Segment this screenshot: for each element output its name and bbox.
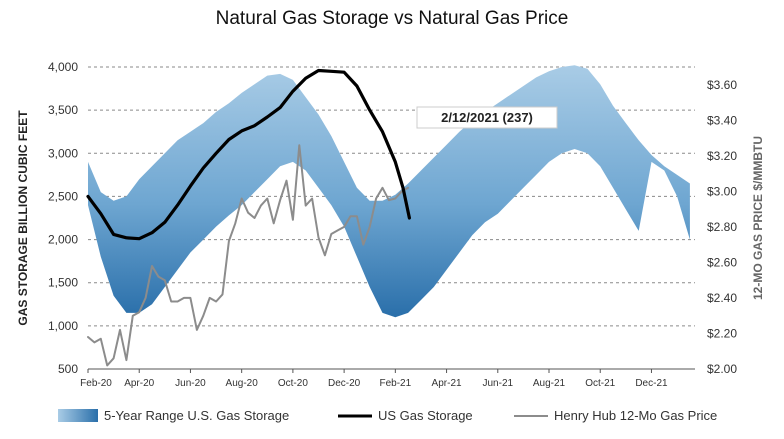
x-tick-label: Oct-20: [278, 378, 308, 389]
legend-label-storage: US Gas Storage: [378, 408, 473, 423]
x-tick-label: Aug-20: [226, 378, 259, 389]
y-tick-label: 1,000: [48, 319, 78, 333]
annotation-text: 2/12/2021 (237): [441, 110, 533, 125]
x-tick-label: Apr-20: [124, 378, 154, 389]
y-tick-label: 500: [58, 362, 78, 376]
y-ticks-left: 4,000 3,500 3,000 2,500 2,000 1,500 1,000 500: [48, 60, 78, 376]
series-range-band: [88, 65, 690, 318]
legend-label-range: 5-Year Range U.S. Gas Storage: [104, 408, 289, 423]
legend-label-price: Henry Hub 12-Mo Gas Price: [554, 408, 717, 423]
series-price-line: [87, 144, 410, 367]
y-tick-label: 2,000: [48, 233, 78, 247]
y-tick-label-right: $2.00: [707, 362, 737, 376]
x-tick-label: Feb-21: [379, 378, 411, 389]
x-tick-label: Aug-21: [533, 378, 566, 389]
y-tick-label-right: $2.80: [707, 220, 737, 234]
legend-swatch-range: [58, 409, 98, 422]
x-ticks: Feb-20 Apr-20 Jun-20 Aug-20 Oct-20 Dec-20 Feb-…: [80, 369, 668, 389]
lines-layer: [86, 68, 411, 367]
legend: 5-Year Range U.S. Gas Storage US Gas Sto…: [58, 408, 717, 423]
y-tick-label: 2,500: [48, 189, 78, 203]
y-tick-label: 1,500: [48, 276, 78, 290]
x-tick-label: Feb-20: [80, 378, 112, 389]
y-tick-label-right: $2.40: [707, 291, 737, 305]
x-tick-label: Dec-20: [328, 378, 361, 389]
y-tick-label-right: $3.60: [707, 78, 737, 92]
chart-title: Natural Gas Storage vs Natural Gas Price: [215, 8, 569, 29]
x-tick-label: Dec-21: [635, 378, 668, 389]
y-tick-label-right: $3.40: [707, 113, 737, 127]
y-tick-label: 3,500: [48, 103, 78, 117]
y-axis-title-right: 12-MO GAS PRICE $/MMBTU: [751, 136, 765, 300]
y-axis-title-left: GAS STORAGE BILLION CUBIC FEET: [16, 110, 30, 326]
y-ticks-right: $3.60 $3.40 $3.20 $3.00 $2.80 $2.60 $2.40 $2.20…: [707, 78, 737, 376]
y-tick-label-right: $2.60: [707, 255, 737, 269]
y-tick-label-right: $2.20: [707, 326, 737, 340]
x-tick-label: Oct-21: [585, 378, 615, 389]
y-tick-label-right: $3.00: [707, 184, 737, 198]
y-tick-label-right: $3.20: [707, 149, 737, 163]
y-tick-label: 3,000: [48, 146, 78, 160]
range-band-layer: [88, 65, 690, 318]
y-tick-label: 4,000: [48, 60, 78, 74]
x-tick-label: Apr-21: [432, 378, 462, 389]
series-storage-line: [86, 68, 411, 241]
x-tick-label: Jun-21: [482, 378, 513, 389]
x-tick-label: Jun-20: [175, 378, 206, 389]
annotation-box: 2/12/2021 (237): [416, 106, 558, 129]
